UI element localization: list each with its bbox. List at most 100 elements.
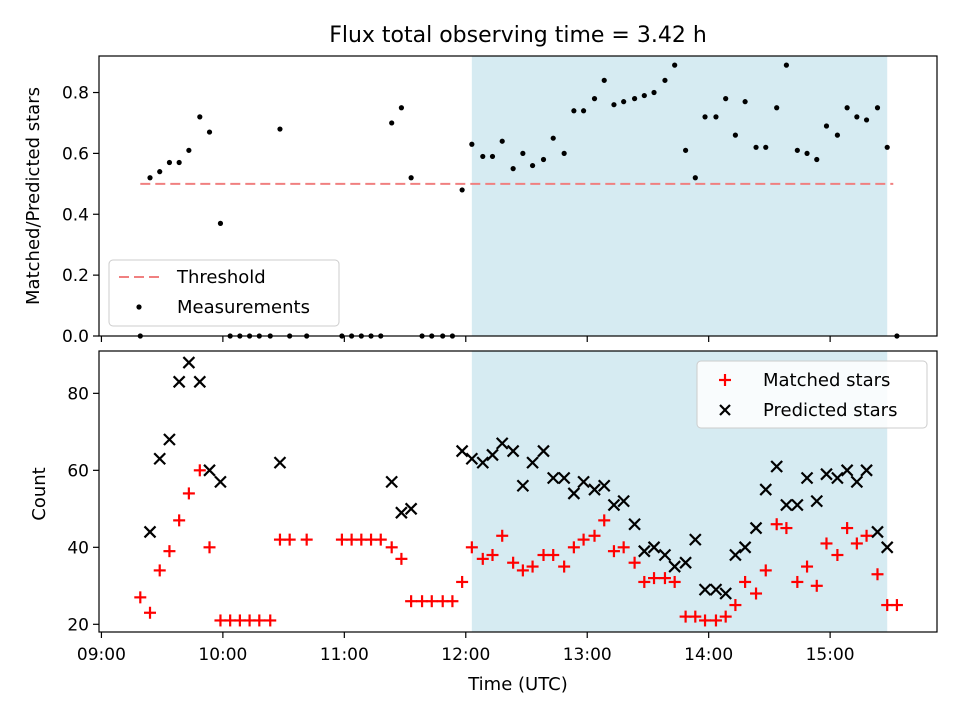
matched-star-point: [699, 614, 712, 627]
measurement-point: [814, 156, 820, 163]
predicted-star-point: [698, 583, 712, 596]
measurement-point: [520, 150, 526, 156]
bottom-y-axis: 20 40 60 80: [67, 384, 99, 635]
matched-star-point: [850, 537, 863, 550]
predicted-star-point: [597, 479, 611, 493]
matched-star-point: [638, 575, 651, 588]
predicted-star-point: [647, 541, 661, 554]
x-tick-label: 13:00: [563, 645, 612, 665]
matched-star-point: [153, 564, 166, 577]
top-legend: Threshold Measurements: [108, 259, 340, 327]
measurement-point: [459, 187, 465, 193]
legend-measurements-label: Measurements: [177, 297, 310, 318]
bottom-y-tick-label: 20: [67, 615, 89, 635]
top-y-axis: 0.0 0.2 0.4 0.6 0.8: [62, 84, 99, 347]
predicted-star-point: [153, 452, 167, 466]
predicted-star-point: [506, 444, 520, 458]
predicted-star-point: [182, 356, 196, 369]
measurement-point: [774, 105, 780, 111]
matched-star-point: [253, 614, 266, 627]
bottom-plot-frame: [98, 350, 938, 633]
predicted-star-point: [668, 560, 681, 573]
matched-star-point: [516, 564, 529, 577]
measurement-point: [561, 150, 567, 156]
top-y-tick-label: 0.8: [62, 84, 89, 104]
matched-star-point: [719, 610, 732, 623]
predicted-star-point: [770, 460, 783, 473]
matched-star-point: [283, 533, 296, 546]
bottom-legend-box: [696, 360, 928, 429]
predicted-star-points: [143, 356, 894, 600]
predicted-star-point: [759, 483, 773, 496]
measurement-point: [601, 77, 607, 83]
x-tick-label: 11:00: [320, 645, 369, 665]
chart-title: Flux total observing time = 3.42 h: [329, 23, 707, 48]
measurement-point: [753, 144, 759, 150]
measurement-point: [408, 175, 414, 181]
predicted-star-point: [689, 533, 702, 546]
matched-star-point: [558, 560, 571, 573]
predicted-star-point: [526, 456, 539, 469]
measurement-point: [804, 150, 810, 156]
measurement-point: [197, 114, 203, 120]
measurement-point: [389, 120, 395, 126]
predicted-star-point: [214, 475, 227, 489]
measurement-point: [540, 156, 547, 163]
matched-star-point: [456, 575, 469, 588]
matched-star-point: [831, 549, 844, 562]
matched-star-point: [507, 556, 520, 569]
legend-matched-swatch: [719, 374, 731, 386]
matched-star-point: [791, 575, 804, 588]
measurement-point: [713, 114, 719, 120]
measurement-point: [469, 141, 475, 147]
predicted-star-point: [831, 471, 844, 485]
predicted-star-point: [395, 506, 408, 519]
predicted-star-point: [850, 475, 864, 489]
measurement-point: [529, 162, 536, 169]
measurement-point: [783, 62, 790, 68]
matched-star-point: [770, 518, 783, 531]
predicted-star-point: [172, 375, 186, 389]
predicted-star-point: [709, 583, 723, 596]
matched-star-point: [446, 595, 459, 608]
matched-star-point: [193, 464, 206, 477]
matched-star-point: [860, 529, 873, 542]
measurement-point: [157, 169, 163, 175]
predicted-star-point: [546, 471, 560, 485]
legend-threshold-label: Threshold: [176, 267, 266, 288]
matched-star-point: [871, 568, 884, 581]
matched-star-point: [577, 533, 590, 546]
predicted-star-point: [577, 475, 590, 489]
predicted-star-point: [203, 464, 216, 477]
predicted-star-point: [810, 494, 824, 508]
predicted-star-point: [780, 498, 793, 512]
matched-star-point: [547, 549, 560, 562]
predicted-star-point: [791, 498, 804, 512]
predicted-star-point: [567, 487, 581, 500]
measurement-point: [672, 62, 678, 68]
predicted-star-point: [404, 502, 418, 516]
predicted-star-point: [455, 444, 469, 458]
legend-predicted-swatch: [719, 404, 731, 416]
matched-star-point: [496, 529, 509, 542]
measurement-point: [641, 92, 647, 99]
matched-star-point: [405, 595, 418, 608]
measurement-point: [147, 175, 153, 181]
measurement-point: [863, 117, 870, 123]
matched-star-point: [648, 572, 661, 585]
measurement-point: [277, 126, 283, 132]
measurement-point: [834, 132, 841, 138]
measurement-point: [398, 105, 405, 111]
predicted-star-point: [143, 525, 157, 539]
matched-star-point: [759, 564, 772, 577]
measurement-point: [217, 220, 224, 226]
matched-star-point: [617, 541, 630, 554]
measurement-point: [692, 175, 698, 181]
predicted-star-point: [800, 471, 814, 485]
top-y-tick-label: 0.2: [62, 266, 89, 286]
x-tick-label: 14:00: [684, 645, 733, 665]
measurement-point: [884, 144, 890, 150]
matched-star-point: [820, 537, 833, 550]
bottom-legend: Matched stars Predicted stars: [696, 360, 928, 429]
matched-star-point: [588, 529, 601, 542]
